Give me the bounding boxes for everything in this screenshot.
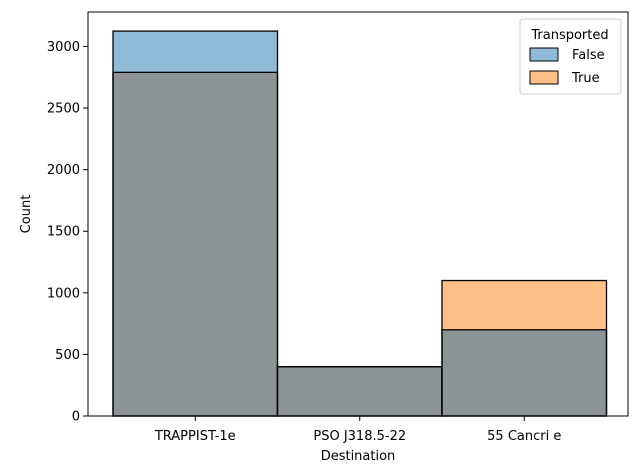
x-axis-label: Destination — [321, 449, 396, 464]
y-tick-label: 2500 — [47, 102, 80, 117]
y-tick-label: 1500 — [47, 225, 80, 240]
plot-frame — [87, 11, 629, 417]
x-tick-label: 55 Cancri e — [487, 429, 561, 444]
y-tick-label: 500 — [55, 348, 80, 363]
legend-swatch-true — [529, 70, 559, 85]
legend-swatch-false — [529, 47, 559, 62]
x-axis-ticks: TRAPPIST-1e PSO J318.5-22 55 Cancri e — [154, 416, 561, 444]
legend-title: Transported — [530, 28, 608, 43]
bar-overlap-pso-j318-5-22 — [277, 366, 442, 416]
y-tick-label: 0 — [72, 410, 80, 425]
y-tick-label: 3000 — [47, 40, 80, 55]
x-tick-label: TRAPPIST-1e — [154, 429, 236, 444]
legend-label-false: False — [572, 48, 605, 63]
legend-items: False True — [529, 47, 605, 86]
y-tick-label: 1000 — [47, 286, 80, 301]
y-axis-ticks: 0 500 1000 1500 2000 2500 3000 — [47, 40, 88, 425]
y-tick-label: 2000 — [47, 163, 80, 178]
bar-top-55-cancri-e — [442, 280, 607, 330]
legend: Transported False True — [519, 18, 622, 95]
bar-top-trappist-1e — [113, 31, 278, 73]
bar-overlap-55-cancri-e — [442, 329, 607, 416]
x-tick-label: PSO J318.5-22 — [313, 429, 406, 444]
legend-label-true: True — [571, 71, 600, 86]
y-axis-label: Count — [19, 195, 34, 234]
bar-overlap-trappist-1e — [113, 72, 278, 416]
